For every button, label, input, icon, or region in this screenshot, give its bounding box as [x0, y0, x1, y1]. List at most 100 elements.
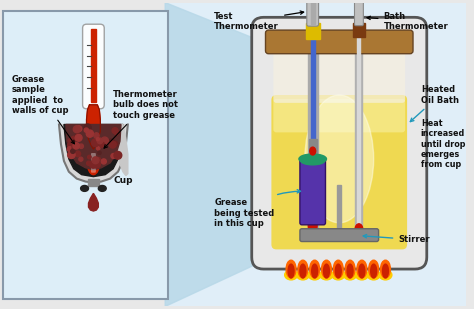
Polygon shape: [66, 125, 121, 170]
Ellipse shape: [359, 264, 365, 278]
FancyBboxPatch shape: [300, 157, 326, 225]
Ellipse shape: [371, 264, 377, 278]
Circle shape: [79, 144, 83, 148]
Circle shape: [71, 150, 74, 154]
Ellipse shape: [381, 260, 391, 278]
FancyBboxPatch shape: [300, 229, 379, 242]
Circle shape: [72, 146, 76, 150]
Ellipse shape: [383, 264, 388, 278]
Polygon shape: [165, 2, 261, 307]
Ellipse shape: [300, 264, 306, 278]
FancyBboxPatch shape: [3, 11, 168, 298]
Ellipse shape: [344, 270, 356, 280]
Circle shape: [96, 146, 100, 150]
Circle shape: [87, 161, 91, 165]
Bar: [353, 23, 365, 37]
Ellipse shape: [356, 270, 368, 280]
FancyBboxPatch shape: [91, 153, 96, 173]
Text: Grease
being tested
in this cup: Grease being tested in this cup: [214, 190, 301, 228]
Circle shape: [76, 126, 82, 132]
Circle shape: [98, 151, 101, 154]
Ellipse shape: [81, 185, 89, 191]
Polygon shape: [64, 125, 123, 177]
FancyBboxPatch shape: [272, 95, 407, 249]
Circle shape: [115, 131, 118, 135]
Ellipse shape: [320, 270, 333, 280]
Circle shape: [111, 154, 116, 159]
Circle shape: [75, 151, 81, 157]
Text: Test
Thermometer: Test Thermometer: [214, 11, 304, 31]
Bar: [91, 29, 96, 102]
Polygon shape: [165, 2, 466, 307]
Ellipse shape: [347, 264, 353, 278]
Bar: [308, 29, 318, 233]
Bar: [337, 185, 341, 239]
Circle shape: [101, 137, 109, 144]
Circle shape: [93, 161, 100, 168]
Ellipse shape: [324, 264, 329, 278]
Polygon shape: [59, 125, 128, 183]
FancyBboxPatch shape: [252, 17, 427, 269]
Ellipse shape: [335, 264, 341, 278]
Bar: [306, 23, 319, 39]
Circle shape: [71, 149, 75, 153]
Circle shape: [69, 150, 73, 155]
Ellipse shape: [308, 219, 317, 233]
Ellipse shape: [332, 270, 345, 280]
Ellipse shape: [355, 224, 363, 236]
Ellipse shape: [298, 260, 308, 278]
Polygon shape: [115, 125, 128, 176]
Circle shape: [73, 126, 80, 133]
Ellipse shape: [308, 270, 321, 280]
Ellipse shape: [305, 95, 374, 223]
Circle shape: [114, 151, 122, 159]
FancyBboxPatch shape: [273, 46, 405, 103]
Circle shape: [73, 143, 80, 149]
Polygon shape: [89, 193, 98, 211]
Circle shape: [94, 133, 99, 138]
Bar: [88, 179, 100, 186]
Ellipse shape: [369, 260, 379, 278]
Circle shape: [79, 157, 83, 161]
Polygon shape: [87, 105, 100, 149]
Circle shape: [97, 138, 103, 144]
Ellipse shape: [98, 185, 106, 191]
Ellipse shape: [87, 147, 100, 175]
Ellipse shape: [299, 154, 327, 164]
Ellipse shape: [286, 260, 296, 278]
Bar: [356, 29, 362, 238]
Ellipse shape: [379, 270, 392, 280]
Bar: [309, 139, 317, 154]
Circle shape: [84, 124, 91, 131]
Text: Thermometer
bulb does not
touch grease: Thermometer bulb does not touch grease: [104, 90, 178, 148]
Ellipse shape: [296, 270, 309, 280]
Circle shape: [109, 141, 116, 148]
Circle shape: [67, 143, 73, 148]
Circle shape: [88, 155, 91, 159]
Circle shape: [71, 136, 76, 142]
FancyBboxPatch shape: [265, 30, 413, 54]
FancyBboxPatch shape: [82, 24, 104, 109]
Circle shape: [68, 138, 73, 143]
Ellipse shape: [321, 260, 331, 278]
Text: Heated
Oil Bath: Heated Oil Bath: [410, 85, 459, 122]
Text: Stirrer: Stirrer: [363, 235, 430, 244]
Circle shape: [101, 159, 106, 164]
Ellipse shape: [357, 260, 367, 278]
Ellipse shape: [310, 260, 319, 278]
Ellipse shape: [333, 260, 343, 278]
Bar: [357, 29, 360, 238]
Circle shape: [97, 158, 100, 161]
Text: Bath
Thermometer: Bath Thermometer: [367, 11, 448, 31]
Circle shape: [84, 128, 89, 132]
Circle shape: [100, 142, 105, 147]
Circle shape: [67, 147, 72, 152]
Bar: [311, 29, 315, 233]
Ellipse shape: [312, 264, 318, 278]
Circle shape: [75, 133, 80, 139]
Circle shape: [86, 130, 93, 137]
Circle shape: [85, 125, 90, 130]
Circle shape: [108, 139, 115, 145]
Circle shape: [75, 134, 82, 141]
Circle shape: [112, 128, 118, 133]
